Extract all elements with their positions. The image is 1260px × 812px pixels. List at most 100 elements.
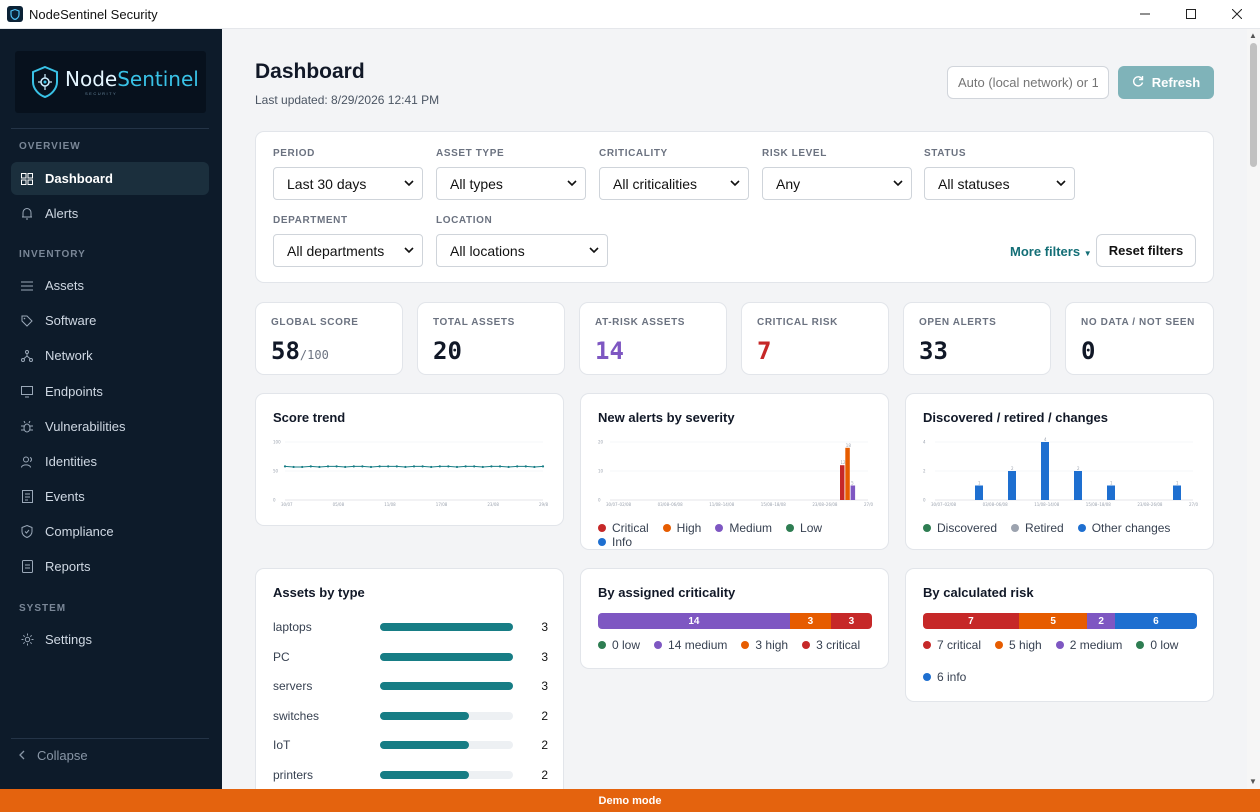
sidebar-item-assets[interactable]: Assets [11,269,209,302]
legend-label: 0 low [612,638,641,652]
type-row: printers 2 [273,765,548,785]
location-select[interactable]: All locations [436,234,608,267]
more-filters-button[interactable]: More filters ▼ [1010,244,1092,259]
type-bar-track [380,682,513,690]
main-content: Dashboard Last updated: 8/29/2026 12:41 … [222,29,1247,789]
x-tick-label: 03/08–06/08 [983,502,1009,507]
sidebar-item-label: Alerts [45,206,79,221]
legend-dot [598,538,606,546]
kpi-value: 58/100 [271,337,329,365]
score-point [541,465,545,468]
score-point [438,465,441,468]
refresh-button[interactable]: Refresh [1118,66,1214,99]
sidebar-item-reports[interactable]: Reports [11,550,209,583]
kpi-value: 33 [919,337,948,365]
maximize-button[interactable] [1168,0,1214,29]
reset-filters-button[interactable]: Reset filters [1096,234,1196,267]
sidebar-item-alerts[interactable]: Alerts [11,197,209,230]
network-target-input[interactable] [947,66,1109,99]
refresh-icon [1132,75,1144,90]
close-window-button[interactable] [1214,0,1260,29]
main-scrollbar[interactable]: ▲ ▼ [1247,29,1260,789]
grid-icon [20,172,34,186]
x-tick-label: 30/07–02/08 [606,502,632,507]
kpi-critical-risk: CRITICAL RISK 7 [741,302,889,375]
sidebar-item-compliance[interactable]: Compliance [11,515,209,548]
kpi-label: CRITICAL RISK [757,317,838,328]
more-filters-label: More filters [1010,244,1081,259]
collapse-label: Collapse [37,748,88,763]
legend-item: 3 high [741,638,788,652]
legend-label: 7 critical [937,638,982,652]
kpi-label: OPEN ALERTS [919,317,997,328]
legend-label: 3 high [755,638,789,652]
scrollbar-thumb[interactable] [1250,43,1257,167]
status-value: All statuses [938,175,1010,192]
y-tick-label: 100 [273,440,281,445]
criticality-select[interactable]: All criticalities [599,167,749,200]
legend-item: 0 low [1136,638,1178,652]
asset-type-select[interactable]: All types [436,167,586,200]
stacked-segment: 2 [1087,613,1115,629]
legend-dot [1136,641,1145,649]
type-bar-fill [380,682,513,690]
scroll-up-icon[interactable]: ▲ [1249,31,1257,40]
sidebar-item-settings[interactable]: Settings [11,623,209,656]
type-count: 2 [541,767,548,782]
sidebar-item-identities[interactable]: Identities [11,445,209,478]
scroll-down-icon[interactable]: ▼ [1249,777,1257,786]
score-point [447,465,450,468]
document-icon [20,490,34,504]
status-select[interactable]: All statuses [924,167,1075,200]
legend-item: 2 medium [1055,638,1123,652]
sidebar-item-network[interactable]: Network [11,339,209,372]
x-tick-label: 29/8 [539,502,548,507]
risk-level-select[interactable]: Any [762,167,912,200]
sidebar-item-label: Settings [45,632,92,647]
network-icon [20,349,34,363]
logo-shield-icon [32,66,58,98]
bar-other-changes [975,485,983,500]
type-label: servers [273,679,313,693]
legend-label: Critical [612,521,649,535]
legend-item: Discovered [923,521,997,535]
collapse-button[interactable]: Collapse [19,748,88,763]
sidebar-item-endpoints[interactable]: Endpoints [11,375,209,408]
section-system: SYSTEM [19,603,67,614]
chevron-down-icon [404,177,414,191]
logo-text-sentinel: Sentinel [117,66,199,91]
period-select[interactable]: Last 30 days [273,167,423,200]
score-point [516,465,519,468]
sidebar-item-software[interactable]: Software [11,304,209,337]
kpi-value: 0 [1081,337,1096,365]
legend-label: 2 medium [1069,638,1123,652]
stacked-segment: 6 [1114,613,1197,629]
y-tick-label: 0 [598,498,601,503]
score-point [498,465,502,468]
legend-item: Low [786,521,822,535]
page-title: Dashboard [255,60,365,83]
criticality-value: All criticalities [613,175,698,192]
bar-value-label: 4 [1044,437,1047,442]
minimize-button[interactable] [1122,0,1168,29]
sidebar-item-vulnerabilities[interactable]: Vulnerabilities [11,410,209,443]
legend-dot [1077,524,1086,532]
bar-critical [840,465,845,500]
legend-dot [598,641,606,649]
legend-label: Discovered [937,521,998,535]
gear-icon [20,633,34,647]
bar-other-changes [1173,485,1181,500]
score-point [473,465,476,468]
card-title: Discovered / retired / changes [923,410,1108,425]
legend-dot [995,641,1004,649]
bar-value-label: 18 [846,443,852,448]
chevron-down-icon [730,177,740,191]
alerts-severity-chart: 20 10 0 30/07–02/08 03/08–06/08 11/08–14/08 15… [598,440,873,508]
department-select[interactable]: All departments [273,234,423,267]
sidebar-item-events[interactable]: Events [11,480,209,513]
sidebar-item-dashboard[interactable]: Dashboard [11,162,209,195]
chart-legend: 7 critical 5 high 2 medium 0 low 6 info [923,638,1203,684]
sidebar-item-label: Endpoints [45,384,103,399]
type-row: servers 3 [273,676,548,696]
